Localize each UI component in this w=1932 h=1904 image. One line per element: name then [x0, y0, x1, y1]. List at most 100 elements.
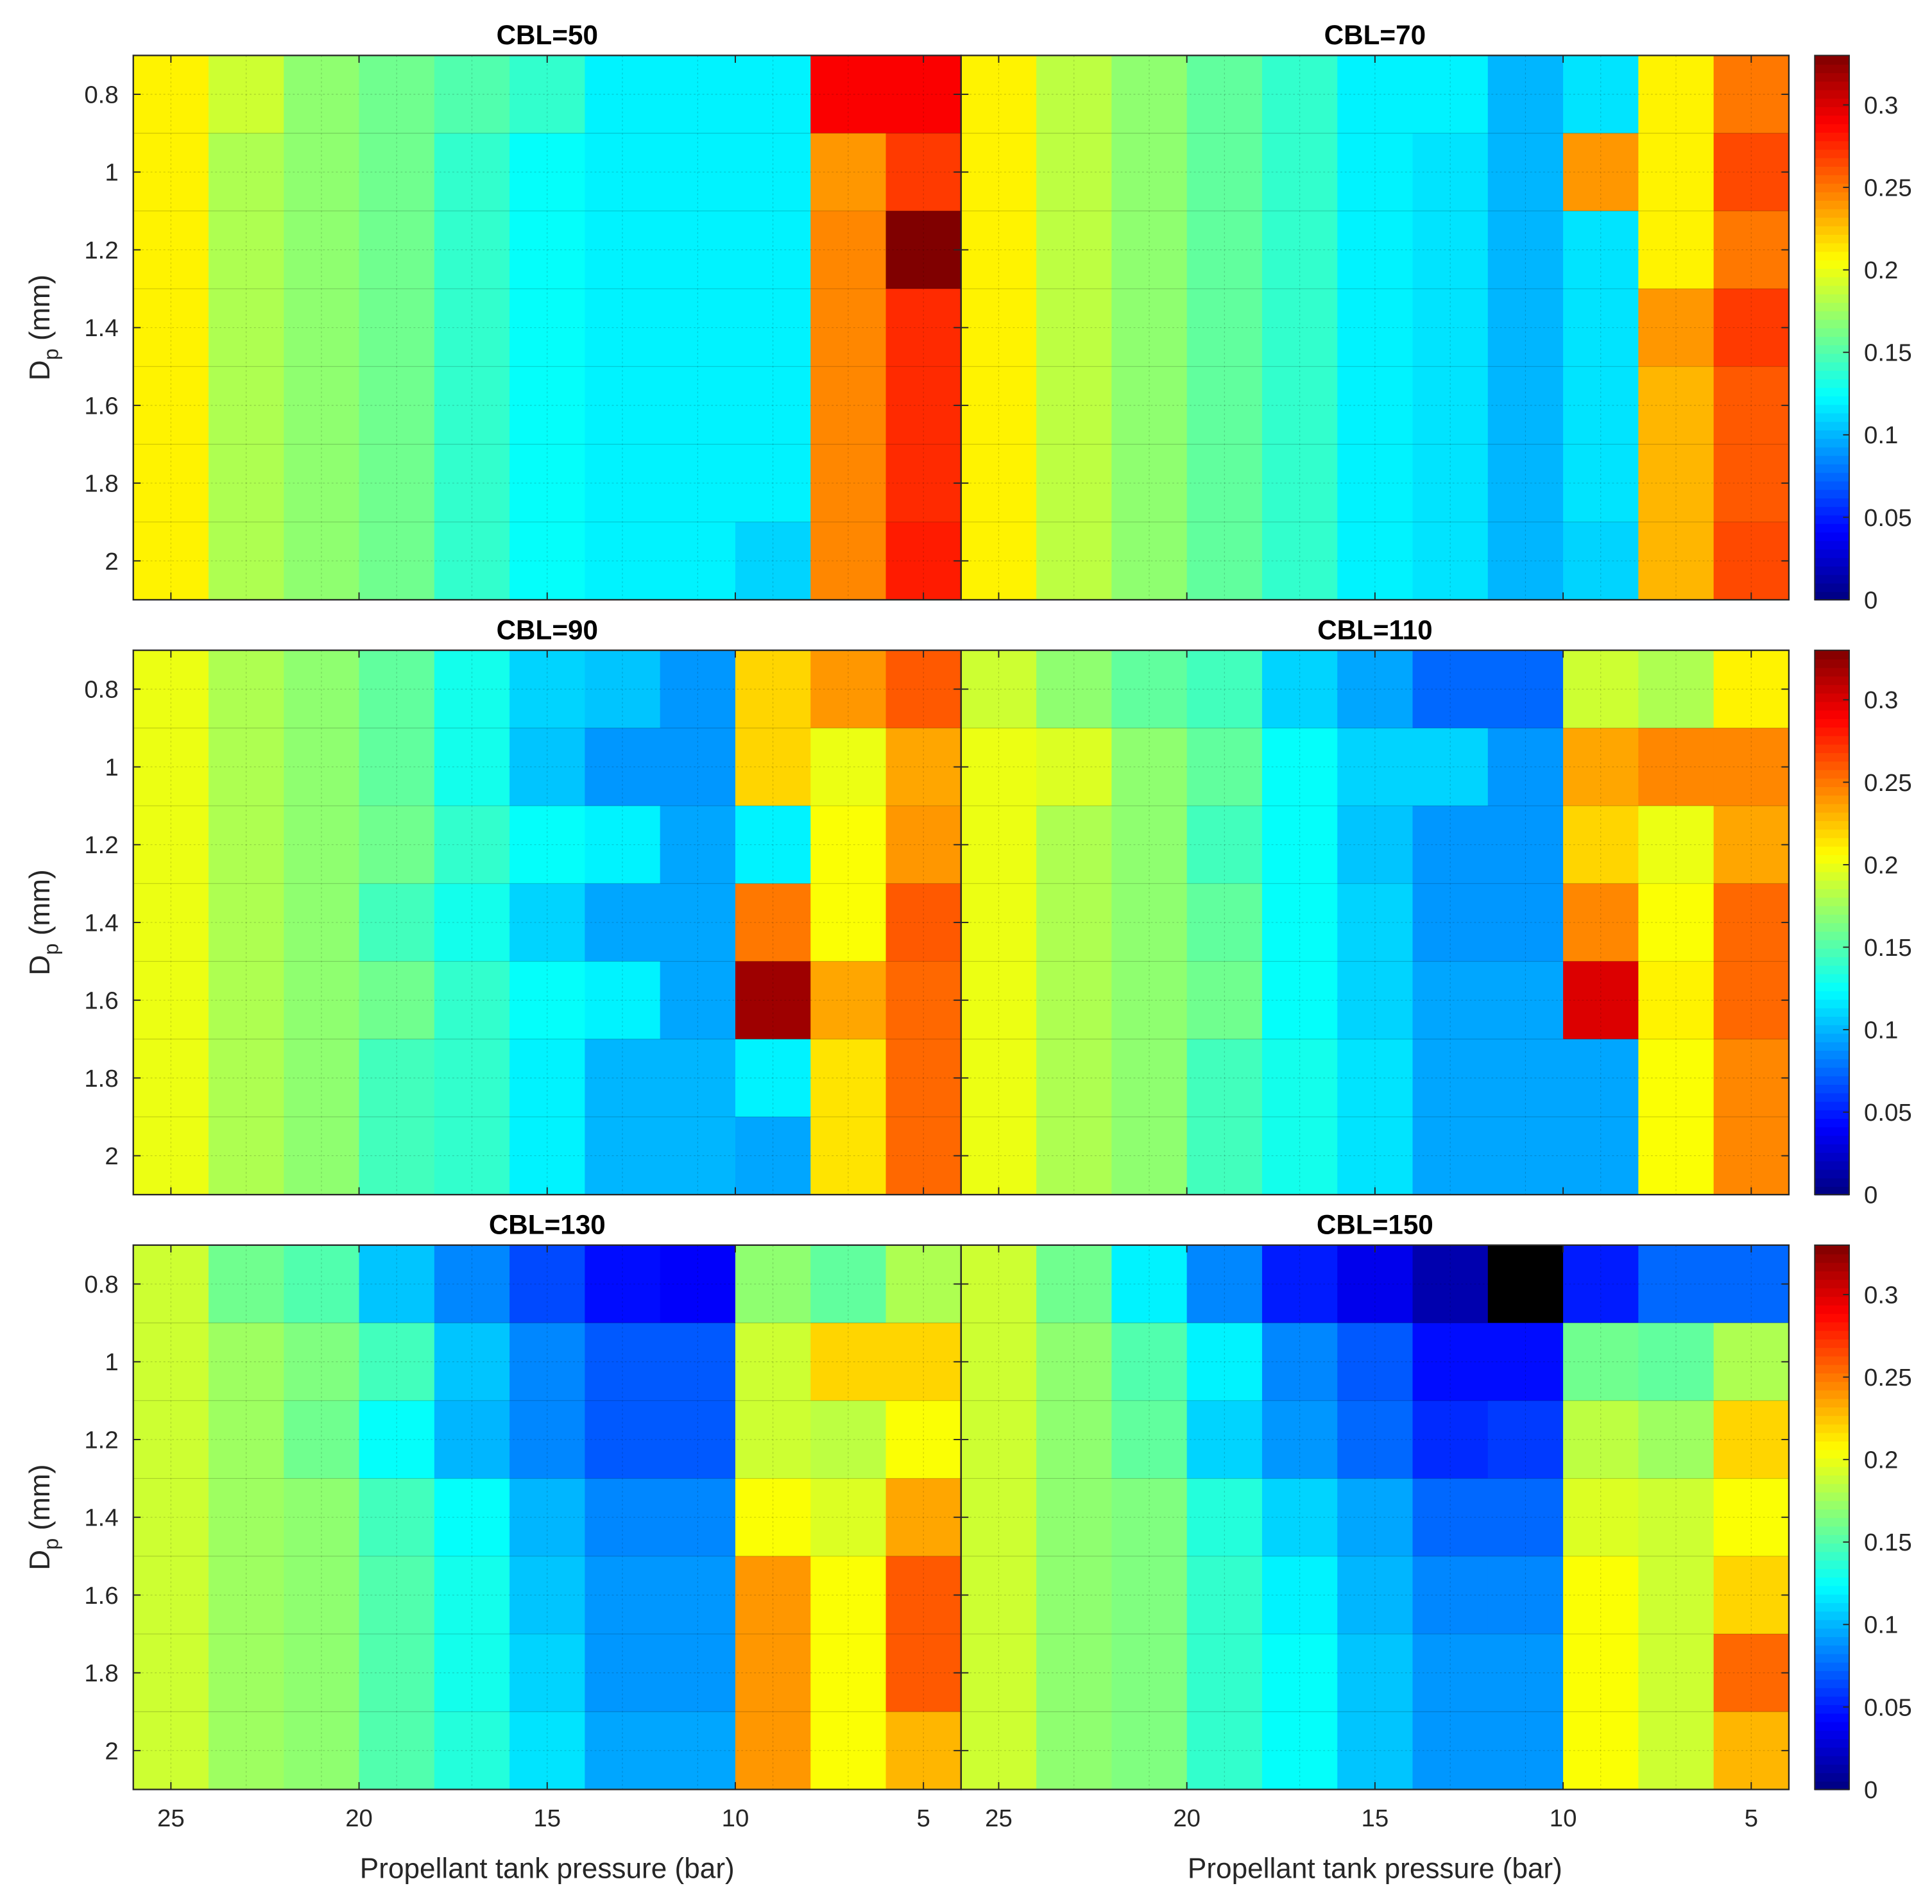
- heatmap-cell: [660, 522, 736, 600]
- heatmap-cell: [810, 806, 887, 885]
- heatmap-cell: [1638, 444, 1714, 523]
- heatmap-cell: [133, 883, 209, 962]
- heatmap-cell: [961, 650, 1038, 729]
- heatmap-cell: [133, 961, 209, 1040]
- colorbar: 0 0.05 0.1 0.15 0.2 0.25 0.3: [1814, 649, 1912, 1209]
- heatmap-cell: [585, 961, 661, 1040]
- heatmap-cell: [509, 650, 586, 729]
- heatmap-cell: [434, 1245, 511, 1324]
- panel-title: CBL=110: [1317, 615, 1433, 645]
- heatmap-cell: [133, 133, 209, 212]
- heatmap-cell: [735, 1556, 812, 1635]
- heatmap-cell: [810, 210, 887, 290]
- colorbar-swatch: [1815, 200, 1849, 210]
- y-tick-label: 1.2: [84, 237, 118, 264]
- y-tick-label: 1.2: [84, 831, 118, 859]
- y-tick-label: 2: [105, 1143, 118, 1170]
- heatmap-cell: [1261, 1039, 1338, 1118]
- colorbar-swatch: [1815, 676, 1849, 685]
- heatmap-cell: [810, 1712, 887, 1790]
- heatmap-cell: [359, 1634, 435, 1713]
- heatmap-cell: [209, 522, 285, 600]
- heatmap-cell: [1261, 1478, 1338, 1557]
- heatmap-cell: [1638, 1245, 1714, 1324]
- colorbar-swatch: [1815, 1169, 1849, 1178]
- heatmap-cell: [1337, 1634, 1414, 1713]
- heatmap-cell: [1186, 1556, 1263, 1635]
- colorbar-swatch: [1815, 1551, 1849, 1561]
- heatmap-cell: [1563, 1323, 1639, 1402]
- heatmap-cell: [209, 1039, 285, 1118]
- colorbar-swatch: [1815, 931, 1849, 940]
- colorbar-swatch: [1815, 1364, 1849, 1373]
- heatmap-cell: [1713, 883, 1790, 962]
- heatmap-cell: [1111, 883, 1188, 962]
- heatmap-cell: [1412, 1323, 1489, 1402]
- heatmap-cell: [961, 883, 1038, 962]
- heatmap-cell: [1412, 1634, 1489, 1713]
- heatmap-cell: [885, 289, 962, 368]
- heatmap-cell: [885, 1634, 962, 1713]
- colorbar-swatch: [1815, 1262, 1849, 1271]
- colorbar-swatch: [1815, 276, 1849, 286]
- colorbar-swatch: [1815, 1279, 1849, 1289]
- heatmap-cell: [885, 1245, 962, 1324]
- colorbar-swatch: [1815, 1067, 1849, 1076]
- heatmap-cell: [961, 289, 1038, 368]
- heatmap-cell: [1261, 444, 1338, 523]
- heatmap-cell: [961, 727, 1038, 807]
- colorbar-swatch: [1815, 1406, 1849, 1416]
- heatmap-cell: [885, 1400, 962, 1479]
- colorbar-swatch: [1815, 140, 1849, 150]
- heatmap-cell: [1261, 522, 1338, 600]
- colorbar-swatch: [1815, 89, 1849, 99]
- colorbar-swatch: [1815, 1645, 1849, 1654]
- colorbar-swatch: [1815, 1092, 1849, 1102]
- heatmap-cell: [1036, 55, 1113, 134]
- heatmap-cell: [1487, 806, 1564, 885]
- heatmap-cell: [660, 961, 736, 1040]
- colorbar-swatch: [1815, 1772, 1849, 1782]
- colorbar-swatch: [1815, 1313, 1849, 1323]
- heatmap-cell: [735, 727, 812, 807]
- colorbar-swatch: [1815, 115, 1849, 124]
- heatmap-cell: [660, 444, 736, 523]
- y-tick-label: 0.8: [84, 81, 118, 108]
- heatmap-cell: [1186, 1245, 1263, 1324]
- heatmap-cell: [585, 727, 661, 807]
- heatmap-cell: [284, 1478, 360, 1557]
- colorbar-swatch: [1815, 268, 1849, 278]
- heatmap-cell: [1111, 1323, 1188, 1402]
- heatmap-cell: [284, 522, 360, 600]
- colorbar-swatch: [1815, 1542, 1849, 1552]
- x-axis-label: Propellant tank pressure (bar): [1188, 1853, 1562, 1885]
- heatmap-cell: [284, 366, 360, 445]
- heatmap-cell: [735, 366, 812, 445]
- colorbar-swatch: [1815, 319, 1849, 328]
- heatmap-cell: [1638, 1634, 1714, 1713]
- heatmap-cell: [1638, 55, 1714, 134]
- heatmap-cell: [1261, 1116, 1338, 1196]
- heatmap-cell: [810, 444, 887, 523]
- panel-title: CBL=90: [497, 615, 598, 645]
- heatmap-cell: [1186, 1116, 1263, 1196]
- colorbar-tick-label: 0.25: [1864, 1364, 1912, 1391]
- heatmap-cell: [509, 1478, 586, 1557]
- heatmap-cell: [209, 55, 285, 134]
- y-tick-label: 1.4: [84, 314, 118, 342]
- heatmap-cell: [509, 522, 586, 600]
- colorbar-swatch: [1815, 1398, 1849, 1407]
- panel-cbl-70: CBL=70: [960, 20, 1790, 601]
- heatmap-cell: [810, 1478, 887, 1557]
- colorbar-swatch: [1815, 1662, 1849, 1671]
- colorbar-swatch: [1815, 1304, 1849, 1314]
- y-tick-label: 0.8: [84, 676, 118, 704]
- heatmap-cell: [660, 1634, 736, 1713]
- colorbar-swatch: [1815, 191, 1849, 201]
- heatmap-cell: [1713, 650, 1790, 729]
- heatmap-cell: [660, 650, 736, 729]
- heatmap-cell: [1412, 1478, 1489, 1557]
- heatmap-cell: [961, 1039, 1038, 1118]
- heatmap-cell: [1563, 806, 1639, 885]
- heatmap-cell: [133, 289, 209, 368]
